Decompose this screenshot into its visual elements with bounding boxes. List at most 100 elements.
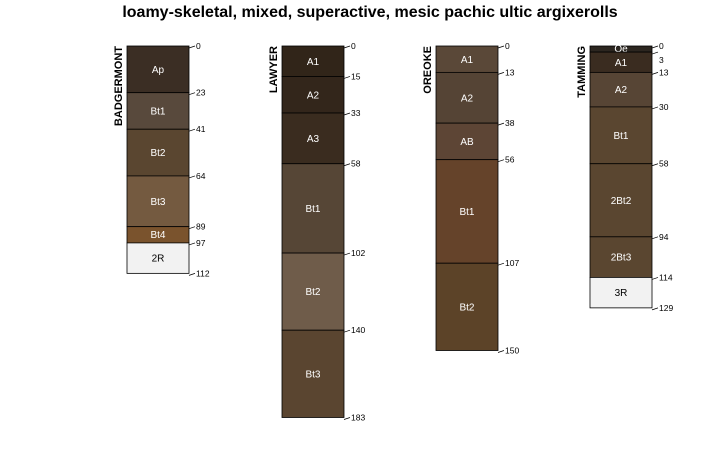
- horizon-label: Bt3: [305, 369, 320, 380]
- profile-tamming: TAMMING Oe A1 A2 Bt1 2Bt2 2Bt3 3R 0 3 13 30 58 94 114 1…: [576, 41, 673, 313]
- horizon-label: Ap: [152, 65, 165, 76]
- depth-label: 0: [505, 41, 510, 51]
- horizon-label: A1: [307, 57, 320, 68]
- depth-tick: [343, 76, 351, 79]
- depth-tick: [343, 417, 351, 420]
- horizon-label: A2: [615, 85, 628, 96]
- horizon-bt1: [435, 159, 499, 264]
- profile-name: TAMMING: [576, 46, 588, 98]
- depth-label: 38: [505, 118, 515, 128]
- profile-name: LAWYER: [268, 46, 280, 93]
- horizon-label: Bt1: [613, 131, 628, 142]
- horizon-bt2: [281, 252, 345, 331]
- depth-label: 13: [505, 67, 515, 77]
- depth-label: 150: [505, 346, 519, 356]
- horizon-label: Bt3: [150, 197, 165, 208]
- depth-tick: [651, 236, 659, 240]
- depth-tick: [188, 242, 196, 246]
- depth-tick: [651, 72, 659, 75]
- depth-tick: [343, 252, 351, 256]
- horizon-ap: [126, 45, 190, 94]
- depth-label: 107: [505, 258, 519, 268]
- depth-tick: [188, 226, 196, 230]
- depth-label: 0: [659, 41, 664, 51]
- depth-label: 30: [659, 102, 669, 112]
- depth-tick: [343, 329, 351, 333]
- horizon-2bt2: [589, 163, 653, 238]
- depth-label: 64: [196, 171, 206, 181]
- horizon-label: A3: [307, 134, 320, 145]
- profile-lawyer: LAWYER A1 A2 A3 Bt1 Bt2 Bt3 0 15 33 58 102 140 183: [268, 41, 365, 422]
- chart-title: loamy-skeletal, mixed, superactive, mesi…: [122, 4, 617, 21]
- depth-tick: [497, 72, 505, 75]
- depth-label: 114: [659, 272, 673, 282]
- depth-label: 112: [196, 268, 210, 278]
- horizon-label: A2: [307, 90, 320, 101]
- depth-tick: [343, 45, 351, 49]
- depth-label: 94: [659, 232, 669, 242]
- profile-name: OREOKE: [422, 46, 434, 94]
- horizon-bt3: [126, 175, 190, 228]
- depth-tick: [497, 350, 505, 353]
- depth-label: 140: [351, 325, 365, 335]
- horizon-label: Bt1: [305, 204, 320, 215]
- depth-tick: [343, 112, 351, 116]
- depth-label: 58: [659, 159, 669, 169]
- depth-tick: [497, 45, 505, 49]
- depth-tick: [188, 273, 196, 276]
- horizon-label: 3R: [615, 288, 628, 299]
- horizon-2r: [126, 242, 190, 274]
- horizon-a2: [589, 71, 653, 108]
- depth-label: 89: [196, 222, 206, 232]
- horizon-label: Bt2: [305, 287, 320, 298]
- depth-label: 97: [196, 238, 206, 248]
- depth-label: 129: [659, 303, 673, 313]
- horizon-label: Oe: [614, 44, 628, 55]
- profile-badgermont: BADGERMONT Ap Bt1 Bt2 Bt3 Bt4 2R 0 23 41 64 89 97 112: [113, 41, 210, 278]
- horizon-label: A1: [461, 55, 474, 66]
- depth-tick: [651, 307, 659, 311]
- horizon-a1: [435, 45, 499, 73]
- horizon-label: Bt1: [459, 207, 474, 218]
- depth-tick: [651, 106, 659, 110]
- horizon-label: Bt2: [459, 302, 474, 313]
- horizon-a3: [281, 112, 345, 165]
- depth-tick: [497, 159, 505, 163]
- horizon-label: 2Bt2: [611, 196, 632, 207]
- depth-tick: [651, 277, 659, 280]
- depth-label: 56: [505, 155, 515, 165]
- horizon-3r: [589, 277, 653, 309]
- depth-tick: [651, 51, 659, 55]
- depth-tick: [188, 175, 196, 179]
- depth-tick: [188, 45, 196, 49]
- profile-oreoke: OREOKE A1 A2 AB Bt1 Bt2 0 13 38 56 107 150: [422, 41, 519, 356]
- horizon-bt3: [281, 329, 345, 418]
- depth-tick: [651, 45, 659, 49]
- depth-label: 102: [351, 248, 365, 258]
- depth-label: 0: [196, 41, 201, 51]
- depth-label: 33: [351, 108, 361, 118]
- horizon-label: AB: [460, 137, 474, 148]
- horizon-2bt3: [589, 236, 653, 278]
- profiles-group: BADGERMONT Ap Bt1 Bt2 Bt3 Bt4 2R 0 23 41 64 89 97 112…: [113, 41, 673, 422]
- horizon-label: Bt2: [150, 148, 165, 159]
- profile-name: BADGERMONT: [113, 46, 125, 126]
- horizon-bt2: [435, 262, 499, 351]
- depth-label: 41: [196, 124, 206, 134]
- horizon-label: 2R: [152, 254, 165, 265]
- horizon-label: Bt1: [150, 107, 165, 118]
- depth-label: 23: [196, 88, 206, 98]
- depth-label: 15: [351, 71, 361, 81]
- horizon-label: 2Bt3: [611, 253, 632, 264]
- depth-tick: [497, 122, 505, 126]
- horizon-bt1: [281, 163, 345, 254]
- depth-label: 3: [659, 55, 664, 65]
- depth-tick: [188, 128, 196, 132]
- depth-label: 58: [351, 159, 361, 169]
- horizon-label: Bt4: [150, 230, 165, 241]
- horizon-bt1: [126, 92, 190, 130]
- depth-label: 13: [659, 67, 669, 77]
- depth-tick: [188, 92, 196, 96]
- horizon-ab: [435, 122, 499, 161]
